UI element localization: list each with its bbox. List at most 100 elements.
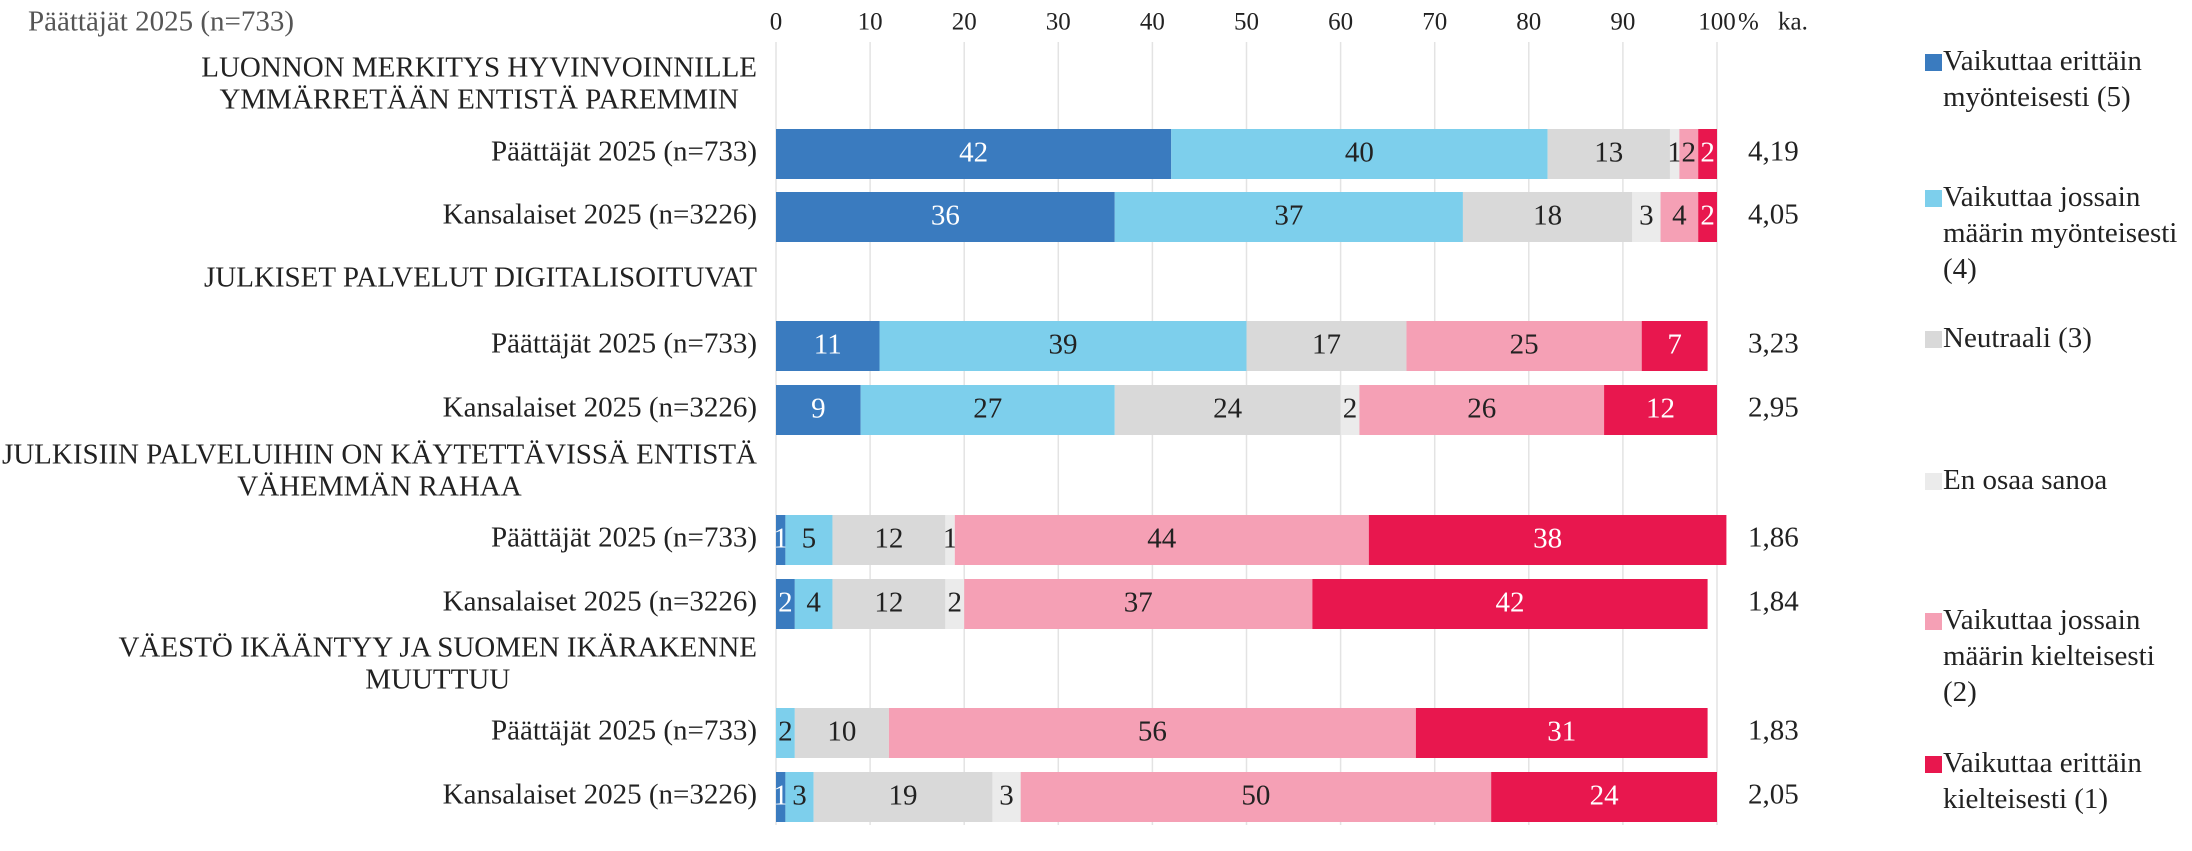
- bar-segment: [1698, 129, 1717, 179]
- data-label: 42: [1495, 587, 1524, 619]
- group-title: JULKISET PALVELUT DIGITALISOITUVAT: [204, 262, 757, 294]
- data-label: 31: [1547, 716, 1576, 748]
- data-label: 50: [1241, 780, 1270, 812]
- bar-segment: [1368, 515, 1727, 565]
- group-title: JULKISIIN PALVELUIHIN ON KÄYTETTÄVISSÄ E…: [2, 439, 757, 471]
- legend-label: En osaa sanoa: [1943, 464, 2108, 496]
- bar-segment: [785, 515, 833, 565]
- legend-swatch: [1925, 190, 1942, 207]
- data-label: 2: [778, 716, 793, 748]
- data-label: 19: [889, 780, 918, 812]
- bar-segment: [1660, 192, 1699, 242]
- bar-segment: [1462, 192, 1633, 242]
- bar-segment: [945, 515, 955, 565]
- data-label: 36: [931, 200, 960, 232]
- bar-segment: [813, 772, 993, 822]
- data-label: 3: [1639, 200, 1654, 232]
- legend-label: Vaikuttaa jossain määrin myönteisesti (4…: [1943, 181, 2178, 285]
- data-label: 11: [814, 329, 842, 361]
- bar-segment: [1641, 321, 1708, 371]
- mean-value: 2,95: [1748, 392, 1799, 424]
- bar-segment: [776, 192, 1115, 242]
- bar-segment: [860, 385, 1115, 435]
- data-label: 1: [1667, 137, 1682, 169]
- legend-swatch: [1925, 54, 1942, 71]
- x-tick-label: 40: [1140, 9, 1165, 36]
- row-label: Kansalaiset 2025 (n=3226): [443, 392, 757, 424]
- group-title: VÄHEMMÄN RAHAA: [237, 471, 521, 503]
- bar-segment: [1669, 129, 1680, 179]
- bar-segment: [888, 708, 1416, 758]
- legend-label: Vaikuttaa erittäin myönteisesti (5): [1943, 45, 2142, 113]
- data-label: 44: [1147, 523, 1177, 555]
- x-tick-label: 90: [1610, 9, 1635, 36]
- data-label: 3: [792, 780, 807, 812]
- row-label: Kansalaiset 2025 (n=3226): [443, 586, 757, 618]
- data-label: 2: [1700, 200, 1715, 232]
- row-label: Päättäjät 2025 (n=733): [491, 328, 757, 360]
- bar-segment: [879, 321, 1247, 371]
- bar-segment: [832, 579, 946, 629]
- mean-value: 2,05: [1748, 779, 1799, 811]
- legend-item: Vaikuttaa erittäin myönteisesti (5): [1943, 45, 2142, 113]
- bar-segment: [1171, 129, 1548, 179]
- row-label: Kansalaiset 2025 (n=3226): [443, 779, 757, 811]
- bar-segment: [1114, 192, 1463, 242]
- data-label: 4: [806, 587, 821, 619]
- group-title: LUONNON MERKITYS HYVINVOINNILLE: [201, 52, 757, 84]
- bar-segment: [776, 515, 786, 565]
- x-tick-label: 70: [1422, 9, 1447, 36]
- bar-segment: [954, 515, 1369, 565]
- bar-segment: [776, 129, 1172, 179]
- group-title: YMMÄRRETÄÄN ENTISTÄ PAREMMIN: [219, 84, 738, 116]
- data-label: 1: [773, 523, 788, 555]
- data-label: 56: [1138, 716, 1167, 748]
- x-tick-label: 20: [952, 9, 977, 36]
- bar-segment: [945, 579, 965, 629]
- legend-item: Neutraali (3): [1943, 322, 2092, 354]
- bar-segment: [832, 515, 946, 565]
- bar-segment: [1312, 579, 1708, 629]
- data-label: 42: [959, 137, 988, 169]
- data-label: 12: [874, 523, 903, 555]
- mean-value: 1,86: [1748, 522, 1799, 554]
- data-label: 2: [1682, 137, 1697, 169]
- data-label: 17: [1312, 329, 1341, 361]
- bar-segment: [1246, 321, 1407, 371]
- data-label: 5: [802, 523, 817, 555]
- x-tick-label: 50: [1234, 9, 1259, 36]
- mean-value: 1,84: [1748, 586, 1799, 618]
- data-label: 3: [999, 780, 1014, 812]
- data-label: 9: [811, 393, 826, 425]
- legend-item: En osaa sanoa: [1943, 464, 2108, 496]
- chart-title: Päättäjät 2025 (n=733): [28, 6, 294, 38]
- data-label: 24: [1213, 393, 1243, 425]
- x-tick-label: 80: [1516, 9, 1541, 36]
- data-label: 1: [773, 780, 788, 812]
- mean-value: 4,19: [1748, 136, 1799, 168]
- data-label: 24: [1590, 780, 1620, 812]
- bar-segment: [1020, 772, 1492, 822]
- x-tick-label: 0: [770, 9, 783, 36]
- unit-label: %: [1738, 9, 1759, 36]
- bar-segment: [1406, 321, 1642, 371]
- bar-segment: [1415, 708, 1708, 758]
- bar-segment: [776, 321, 880, 371]
- group-title: VÄESTÖ IKÄÄNTYY JA SUOMEN IKÄRAKENNE: [118, 632, 757, 664]
- bar-segment: [1340, 385, 1360, 435]
- row-label: Kansalaiset 2025 (n=3226): [443, 199, 757, 231]
- bar-segment: [794, 579, 833, 629]
- data-label: 2: [948, 587, 963, 619]
- data-label: 12: [1646, 393, 1675, 425]
- bar-segment: [776, 385, 861, 435]
- data-label: 26: [1467, 393, 1496, 425]
- bar-segment: [1632, 192, 1661, 242]
- legend-swatch: [1925, 613, 1942, 630]
- bar-segment: [776, 772, 786, 822]
- data-label: 12: [874, 587, 903, 619]
- mean-value: 3,23: [1748, 328, 1799, 360]
- data-label: 39: [1049, 329, 1078, 361]
- row-label: Päättäjät 2025 (n=733): [491, 136, 757, 168]
- legend-item: Vaikuttaa jossain määrin myönteisesti (4…: [1943, 181, 2178, 285]
